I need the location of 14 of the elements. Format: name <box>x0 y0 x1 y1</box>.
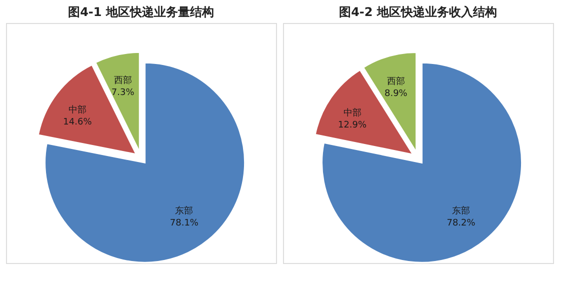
data-label: 12.9% <box>338 120 367 130</box>
slice-label: 西部 <box>114 75 132 86</box>
slice-label: 中部 <box>343 107 362 118</box>
data-label: 14.6% <box>63 117 92 128</box>
slice-label: 东部 <box>452 206 470 217</box>
data-label: 7.3% <box>111 88 135 98</box>
slice-label: 中部 <box>68 104 86 116</box>
slice-label: 西部 <box>386 76 405 88</box>
chart-title: 图4-2 地区快递业务收入结构 <box>339 5 497 19</box>
data-label: 8.9% <box>384 89 408 100</box>
slice-label: 东部 <box>175 206 194 217</box>
chart-title: 图4-1 地区快递业务量结构 <box>68 5 214 19</box>
data-label: 78.2% <box>446 218 476 229</box>
data-label: 78.1% <box>170 218 199 229</box>
